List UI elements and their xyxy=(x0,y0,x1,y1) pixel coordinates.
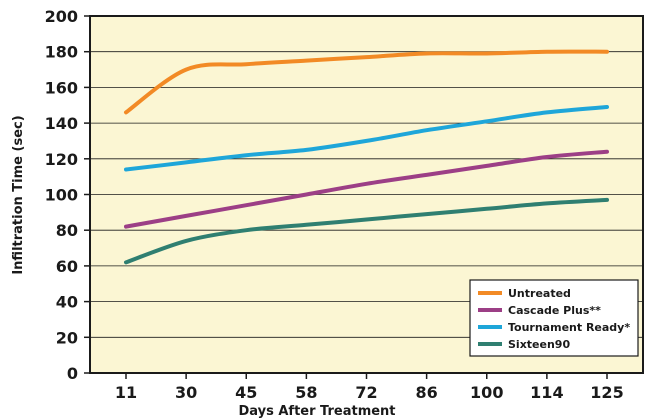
x-tick-label: 125 xyxy=(590,383,623,402)
y-tick-label: 0 xyxy=(67,364,78,383)
legend-label: Untreated xyxy=(508,287,571,300)
x-tick-label: 11 xyxy=(115,383,137,402)
y-tick-label: 20 xyxy=(56,328,78,347)
y-tick-label: 40 xyxy=(56,293,78,312)
series-line-untreated xyxy=(124,49,609,115)
y-tick-label: 100 xyxy=(45,186,78,205)
x-tick-label: 72 xyxy=(355,383,377,402)
y-tick-label: 180 xyxy=(45,43,78,62)
y-tick-label: 200 xyxy=(45,7,78,26)
series-line-cascade-plus xyxy=(124,149,609,229)
legend-label: Tournament Ready* xyxy=(508,321,630,334)
legend: Untreated Cascade Plus** Tournament Ready*… xyxy=(469,279,639,357)
legend-label: Sixteen90 xyxy=(508,338,570,351)
y-tick-label: 120 xyxy=(45,150,78,169)
series-lines xyxy=(124,49,609,265)
y-tick-label: 60 xyxy=(56,257,78,276)
y-tick-labels: 0 20 40 60 80 100 120 140 160 180 200 xyxy=(45,7,78,383)
x-tick-label: 114 xyxy=(530,383,563,402)
y-axis-title: Infiltration Time (sec) xyxy=(11,115,26,274)
y-tick-label: 160 xyxy=(45,78,78,97)
y-tick-label: 140 xyxy=(45,114,78,133)
y-tick-label: 80 xyxy=(56,221,78,240)
series-line-tournament-ready xyxy=(124,105,609,172)
x-tick-label: 100 xyxy=(470,383,503,402)
legend-label: Cascade Plus** xyxy=(508,304,601,317)
x-axis-title: Days After Treatment xyxy=(238,404,395,419)
x-tick-label: 58 xyxy=(295,383,317,402)
x-tick-label: 30 xyxy=(175,383,197,402)
x-tick-labels: 11 30 45 58 72 86 100 114 125 xyxy=(115,373,624,402)
x-tick-label: 86 xyxy=(415,383,437,402)
series-line-sixteen90 xyxy=(124,197,609,265)
x-tick-label: 45 xyxy=(235,383,257,402)
